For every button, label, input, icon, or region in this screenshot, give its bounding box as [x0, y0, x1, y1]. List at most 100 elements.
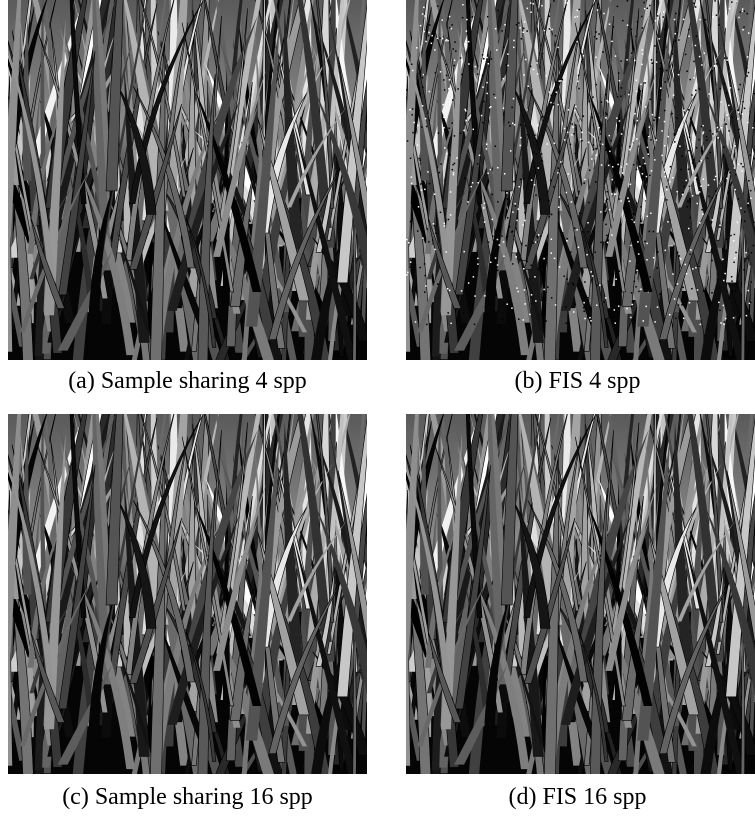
grass-blade	[92, 0, 113, 271]
noise-speck	[734, 290, 737, 292]
noise-speck	[654, 159, 656, 161]
noise-speck	[576, 15, 579, 18]
noise-speck	[446, 37, 448, 40]
noise-speck	[443, 222, 446, 225]
noise-speck	[494, 145, 497, 147]
noise-speck	[723, 321, 726, 323]
noise-speck	[418, 157, 420, 160]
noise-speck	[743, 211, 746, 213]
noise-speck	[636, 119, 638, 122]
noise-speck	[620, 60, 622, 62]
noise-speck	[605, 113, 608, 116]
noise-speck	[557, 103, 559, 106]
noise-speck	[434, 49, 436, 51]
noise-speck	[723, 146, 725, 148]
noise-speck	[565, 191, 568, 194]
noise-speck	[687, 109, 690, 111]
noise-speck	[541, 271, 544, 274]
noise-speck	[686, 70, 688, 73]
grass-blade	[315, 153, 335, 253]
noise-speck	[501, 235, 503, 237]
noise-speck	[686, 206, 688, 208]
noise-speck	[533, 184, 536, 186]
noise-speck	[439, 71, 442, 73]
grass-blade	[70, 564, 135, 770]
grass-blade	[547, 516, 614, 762]
noise-speck	[722, 155, 725, 157]
noise-speck	[512, 97, 515, 100]
grass-blade	[30, 217, 66, 309]
noise-speck	[496, 49, 498, 51]
noise-speck	[519, 27, 521, 29]
noise-speck	[617, 163, 619, 166]
grass-render	[406, 414, 755, 774]
grass-blade	[140, 414, 187, 612]
grass-blade	[108, 3, 158, 265]
noise-speck	[406, 238, 408, 241]
noise-speck	[550, 238, 553, 240]
noise-speck	[566, 240, 568, 242]
noise-speck	[536, 73, 539, 75]
noise-speck	[474, 65, 477, 68]
noise-speck	[477, 182, 479, 184]
noise-speck	[750, 281, 753, 283]
noise-speck	[649, 98, 652, 101]
noise-speck	[449, 191, 452, 193]
grass-blade	[105, 414, 124, 606]
noise-speck	[553, 186, 555, 188]
grass-blade	[213, 69, 267, 257]
noise-speck	[691, 195, 694, 197]
noise-speck	[471, 182, 474, 184]
noise-speck	[637, 241, 639, 243]
noise-speck	[617, 299, 619, 301]
noise-speck	[551, 28, 553, 31]
grass-blade	[184, 628, 217, 762]
noise-speck	[452, 172, 455, 174]
grass-blade	[677, 106, 736, 208]
grass-blade	[292, 532, 357, 774]
noise-speck	[487, 62, 490, 65]
noise-speck	[654, 20, 657, 22]
grass-blade	[584, 542, 653, 634]
noise-speck	[594, 251, 597, 254]
noise-speck	[524, 211, 526, 214]
grass-blade	[186, 15, 259, 231]
noise-speck	[649, 4, 651, 7]
noise-speck	[607, 164, 610, 167]
noise-speck	[542, 134, 544, 137]
noise-speck	[635, 35, 637, 38]
noise-speck	[486, 81, 488, 84]
noise-speck	[429, 24, 431, 26]
grass-blade	[637, 19, 671, 327]
noise-speck	[659, 67, 661, 70]
noise-speck	[595, 147, 597, 150]
grass-blade	[682, 118, 745, 360]
render-image	[8, 414, 367, 774]
noise-speck	[483, 202, 486, 204]
noise-speck	[731, 290, 734, 292]
noise-speck	[586, 301, 588, 303]
noise-speck	[507, 217, 509, 219]
noise-speck	[507, 121, 510, 124]
noise-speck	[741, 170, 743, 172]
noise-speck	[506, 192, 508, 194]
noise-speck	[493, 93, 495, 96]
noise-speck	[422, 86, 424, 88]
noise-speck	[725, 249, 728, 252]
noise-speck	[711, 219, 714, 221]
noise-speck	[641, 15, 643, 18]
grass-blade	[153, 102, 222, 348]
noise-speck	[447, 39, 449, 42]
grass-blade	[588, 504, 643, 636]
noise-speck	[407, 271, 409, 274]
noise-speck	[723, 82, 726, 85]
noise-speck	[732, 317, 735, 319]
noise-speck	[613, 309, 616, 311]
noise-speck	[729, 171, 731, 174]
noise-speck	[620, 95, 622, 98]
noise-speck	[741, 113, 744, 115]
noise-speck	[743, 107, 746, 110]
noise-speck	[720, 126, 722, 129]
noise-speck	[548, 15, 551, 17]
noise-speck	[483, 58, 485, 60]
